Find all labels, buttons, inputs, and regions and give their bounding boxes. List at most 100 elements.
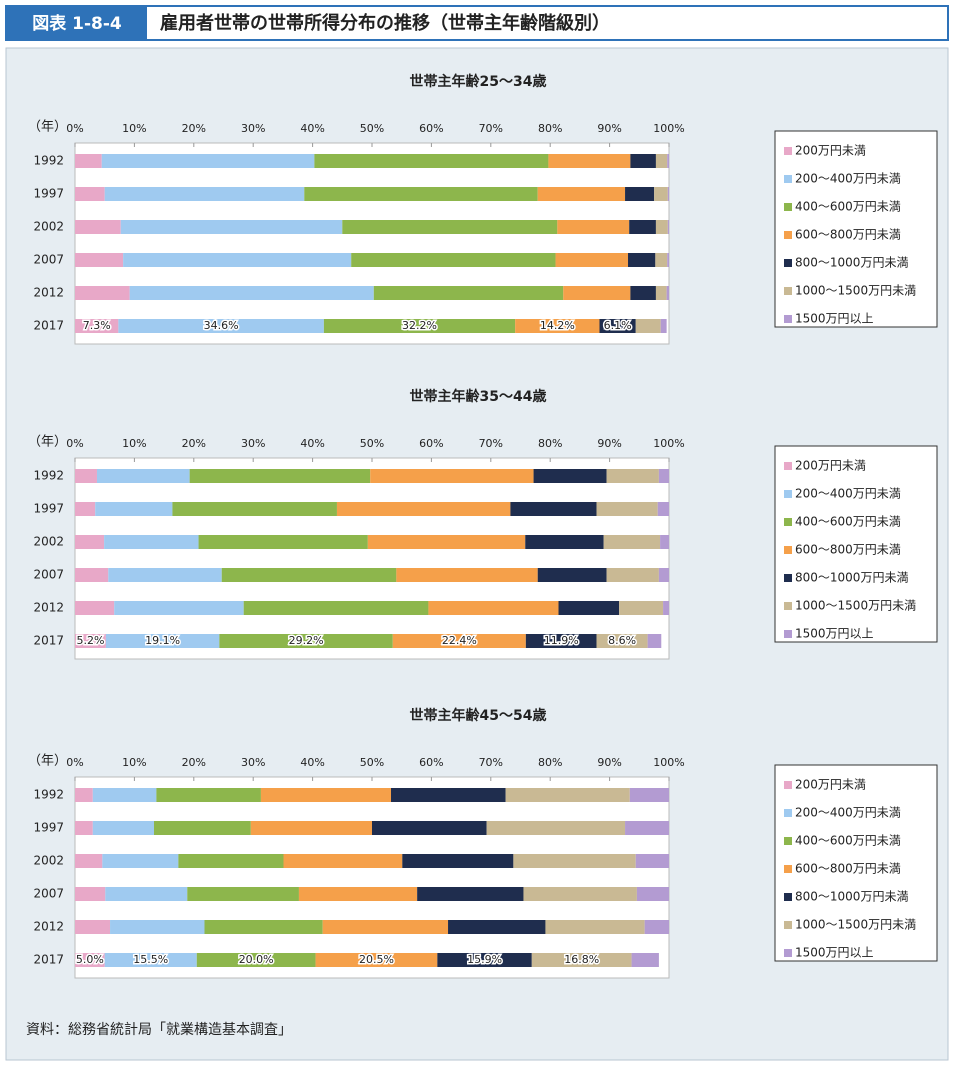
bar-segment xyxy=(187,887,299,901)
bar-segment xyxy=(373,286,564,300)
bar-segment xyxy=(75,286,130,300)
x-tick-label: 80% xyxy=(538,122,562,135)
bar-segment xyxy=(644,920,669,934)
legend-swatch xyxy=(784,865,792,873)
bar-segment xyxy=(537,187,626,201)
bar-segment xyxy=(75,887,106,901)
bar-segment xyxy=(92,788,157,802)
legend-label: 400～600万円未満 xyxy=(795,834,901,848)
bar-segment xyxy=(75,568,109,582)
legend-label: 1500万円以上 xyxy=(795,627,874,641)
legend-label: 200万円未満 xyxy=(795,459,866,473)
x-tick-label: 70% xyxy=(479,122,503,135)
legend-swatch xyxy=(784,574,792,582)
bar-segment xyxy=(537,568,607,582)
bar-segment xyxy=(402,854,514,868)
legend-box xyxy=(774,130,938,328)
legend-swatch xyxy=(784,781,792,789)
y-tick-label: 1992 xyxy=(33,788,64,802)
x-tick-label: 40% xyxy=(300,756,324,769)
bar-segment xyxy=(304,187,538,201)
y-axis-label: （年） xyxy=(28,120,67,135)
bar-segment xyxy=(95,502,173,516)
bar-segment xyxy=(667,187,669,201)
legend-swatch xyxy=(784,203,792,211)
data-label: 32.2% xyxy=(402,319,437,332)
bar-segment xyxy=(486,821,626,835)
bar-segment xyxy=(660,319,667,333)
plot-area xyxy=(74,142,670,345)
bar-segment xyxy=(96,469,190,483)
y-tick-label: 1997 xyxy=(33,187,64,201)
legend-label: 600～800万円未満 xyxy=(795,862,901,876)
bar-segment xyxy=(123,253,352,267)
bar-segment xyxy=(629,220,656,234)
bar-segment xyxy=(655,253,668,267)
bar-segment xyxy=(75,601,115,615)
bar-segment xyxy=(667,220,669,234)
bar-segment xyxy=(75,154,102,168)
bar-segment xyxy=(655,154,668,168)
data-label: 8.6% xyxy=(608,634,636,647)
x-tick-label: 90% xyxy=(597,122,621,135)
legend-label: 200万円未満 xyxy=(795,778,866,792)
y-tick-label: 2002 xyxy=(33,220,64,234)
bar-segment xyxy=(105,887,188,901)
legend-label: 1000～1500万円未満 xyxy=(795,599,916,613)
bar-segment xyxy=(606,568,659,582)
y-tick-label: 2017 xyxy=(33,319,64,333)
bar-segment xyxy=(75,502,96,516)
bar-segment xyxy=(667,253,669,267)
y-tick-label: 2017 xyxy=(33,953,64,967)
bar-segment xyxy=(342,220,558,234)
x-tick-label: 50% xyxy=(360,437,384,450)
x-tick-label: 60% xyxy=(419,437,443,450)
y-tick-label: 2002 xyxy=(33,535,64,549)
bar-segment xyxy=(75,821,93,835)
bar-segment xyxy=(75,319,119,333)
bar-segment xyxy=(630,286,656,300)
bar-segment xyxy=(154,821,251,835)
bar-segment xyxy=(75,535,105,549)
bar-segment xyxy=(658,568,669,582)
source-note: 資料：総務省統計局「就業構造基本調査」 xyxy=(26,1021,292,1038)
legend-label: 600～800万円未満 xyxy=(795,543,901,557)
bar-segment xyxy=(250,821,372,835)
bar-segment xyxy=(104,535,199,549)
data-label: 6.1% xyxy=(604,319,632,332)
data-label: 5.0% xyxy=(76,953,104,966)
bar-segment xyxy=(101,154,315,168)
bar-segment xyxy=(75,634,106,648)
bar-segment xyxy=(533,469,607,483)
bar-segment xyxy=(558,601,620,615)
header-frame xyxy=(5,5,949,41)
plot-area xyxy=(74,457,670,660)
bar-segment xyxy=(666,286,669,300)
bar-segment xyxy=(657,502,669,516)
y-tick-label: 2017 xyxy=(33,634,64,648)
x-tick-label: 70% xyxy=(479,756,503,769)
bar-segment xyxy=(628,253,656,267)
legend-swatch xyxy=(784,949,792,957)
x-tick-label: 40% xyxy=(300,437,324,450)
bar-segment xyxy=(75,469,97,483)
bar-segment xyxy=(437,953,532,967)
y-tick-label: 2007 xyxy=(33,253,64,267)
data-label: 15.9% xyxy=(467,953,502,966)
bar-segment xyxy=(647,634,662,648)
bar-segment xyxy=(172,502,337,516)
bar-segment xyxy=(322,920,449,934)
bar-segment xyxy=(392,634,526,648)
data-label: 5.2% xyxy=(76,634,104,647)
y-tick-label: 2012 xyxy=(33,286,64,300)
y-tick-label: 2002 xyxy=(33,854,64,868)
legend-swatch xyxy=(784,546,792,554)
x-tick-label: 90% xyxy=(597,756,621,769)
x-tick-label: 80% xyxy=(538,756,562,769)
data-label: 19.1% xyxy=(145,634,180,647)
bar-segment xyxy=(104,187,305,201)
data-label: 20.5% xyxy=(359,953,394,966)
x-tick-label: 10% xyxy=(122,437,146,450)
x-tick-label: 20% xyxy=(182,756,206,769)
y-axis-label: （年） xyxy=(28,435,67,450)
